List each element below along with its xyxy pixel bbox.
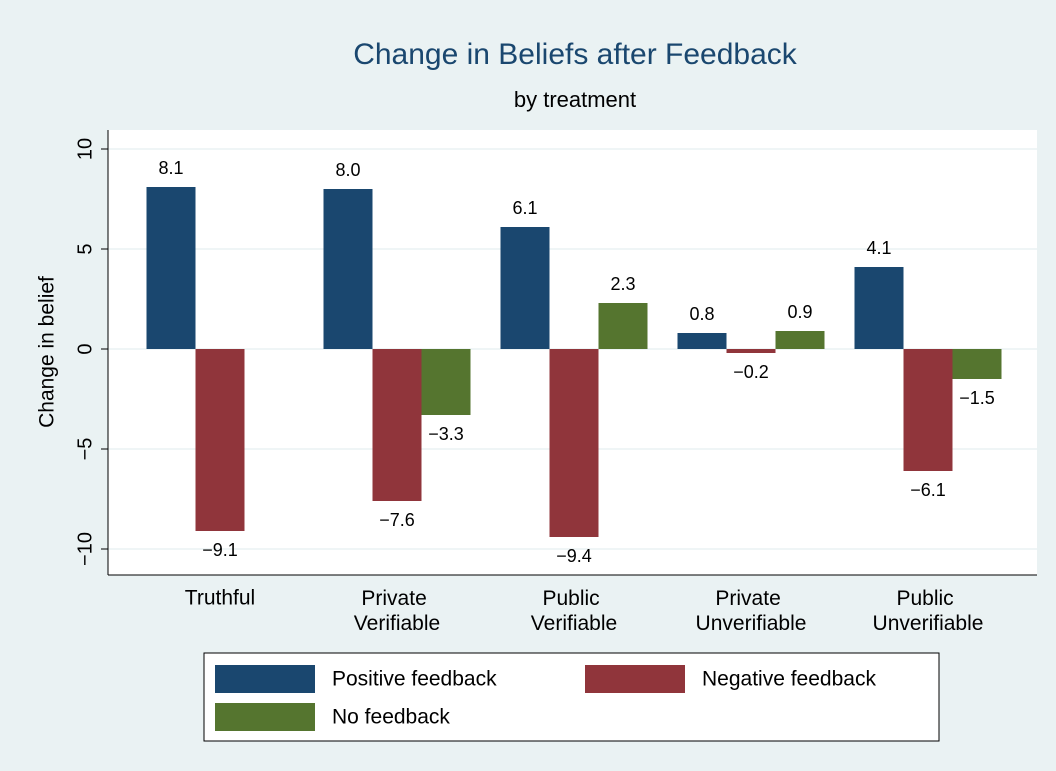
x-tick-label-line: Unverifiable (873, 612, 984, 635)
legend-label: Negative feedback (702, 668, 876, 691)
x-tick-label-line: Private (715, 587, 786, 610)
x-tick-label-line: Verifiable (354, 612, 440, 635)
bar (726, 349, 776, 353)
value-label: −9.4 (556, 546, 592, 566)
value-label: −1.5 (959, 388, 995, 408)
y-tick-label: 0 (74, 343, 96, 354)
bar (854, 267, 904, 349)
x-tick-label-line: Private (361, 587, 432, 610)
legend-label: No feedback (332, 706, 450, 729)
chart-title: Change in Beliefs after Feedback (353, 38, 798, 71)
value-label: 2.3 (610, 274, 635, 294)
chart-subtitle: by treatment (514, 87, 636, 112)
value-label: 8.0 (335, 160, 360, 180)
x-tick-label-line: Public (896, 587, 959, 610)
legend-box (203, 652, 940, 742)
value-label: 0.9 (787, 302, 812, 322)
legend-label: Positive feedback (332, 668, 497, 691)
value-label: 6.1 (512, 198, 537, 218)
value-label: −7.6 (379, 510, 415, 530)
bar (372, 349, 422, 501)
x-tick-label: Private Unverifiable (696, 587, 807, 635)
bar (598, 303, 648, 349)
x-tick-label-line: Verifiable (531, 612, 617, 635)
x-tick-label-line: Public (542, 587, 605, 610)
bar (421, 349, 471, 415)
value-label: 4.1 (866, 238, 891, 258)
x-tick-label: Public Verifiable (531, 587, 617, 635)
bar (775, 331, 825, 349)
y-tick-label: 10 (74, 138, 96, 160)
bar (195, 349, 245, 531)
bar (500, 227, 550, 349)
value-label: −3.3 (428, 424, 464, 444)
legend-swatch (215, 665, 315, 693)
x-tick-label: Public Unverifiable (873, 587, 984, 635)
x-tick-label-line: Unverifiable (696, 612, 807, 635)
legend-swatch (585, 665, 685, 693)
x-tick-label: Truthful (185, 587, 255, 610)
value-label: 8.1 (158, 158, 183, 178)
y-tick-label: −10 (74, 532, 96, 566)
bar (952, 349, 1002, 379)
value-label: −0.2 (733, 362, 769, 382)
bar (549, 349, 599, 537)
y-tick-label: −5 (74, 438, 96, 461)
bar (146, 187, 196, 349)
value-label: −6.1 (910, 480, 946, 500)
y-axis-label: Change in belief (36, 276, 59, 428)
bar (323, 189, 373, 349)
value-label: 0.8 (689, 304, 714, 324)
x-tick-label: Private Verifiable (354, 587, 440, 635)
y-tick-label: 5 (74, 243, 96, 254)
bar (903, 349, 953, 471)
value-label: −9.1 (202, 540, 238, 560)
legend-swatch (215, 703, 315, 731)
bar (677, 333, 727, 349)
